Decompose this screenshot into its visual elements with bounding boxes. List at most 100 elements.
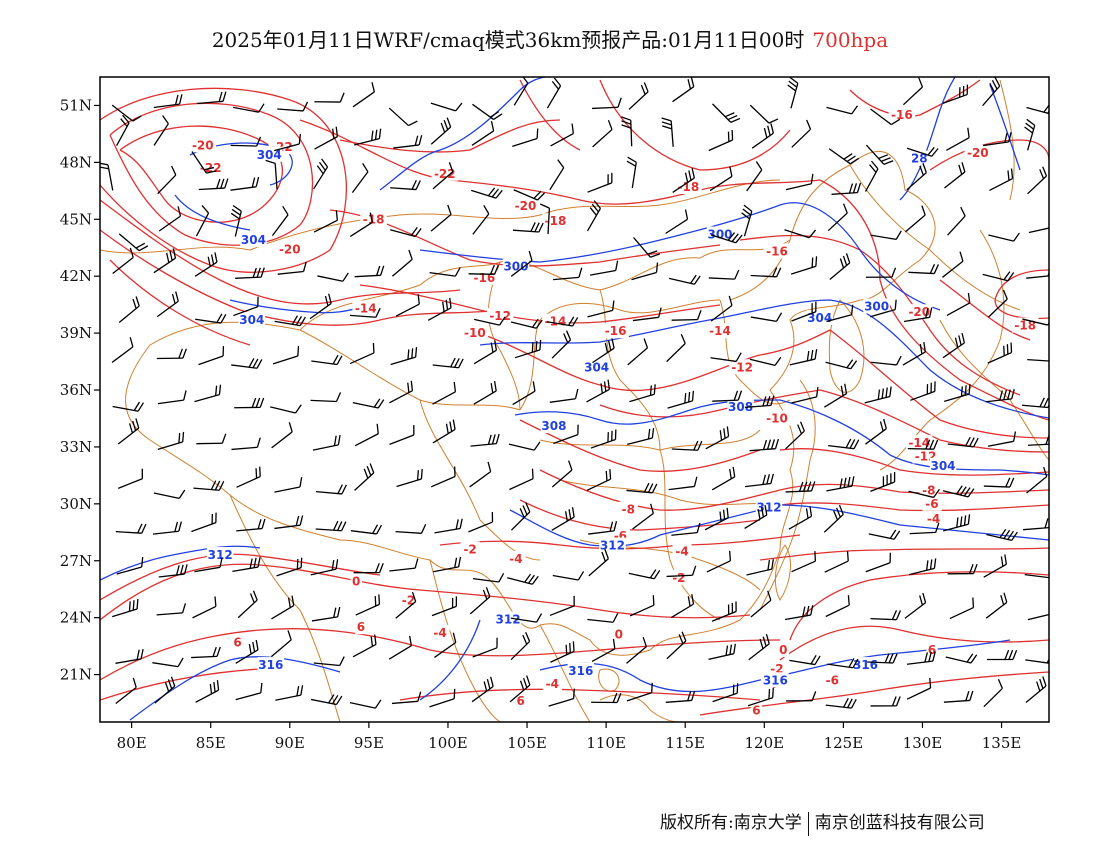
wind-barb bbox=[509, 675, 531, 703]
wind-barb bbox=[551, 507, 575, 531]
wind-barb bbox=[116, 114, 130, 146]
temperature-contour bbox=[779, 483, 1049, 494]
temperature-label-bg bbox=[822, 672, 842, 688]
wind-barb bbox=[111, 104, 142, 122]
height-contour bbox=[100, 545, 261, 581]
wind-barb bbox=[825, 359, 858, 370]
wind-barb bbox=[870, 471, 896, 492]
wind-barb bbox=[551, 330, 572, 359]
wind-barb bbox=[473, 340, 498, 365]
temperature-contour bbox=[779, 502, 1049, 512]
wind-barb bbox=[1025, 676, 1047, 704]
wind-barb bbox=[274, 477, 303, 493]
wind-barb bbox=[395, 591, 417, 619]
temperature-label: -4 bbox=[546, 677, 559, 691]
wind-barb bbox=[314, 126, 339, 150]
wind-barb bbox=[115, 523, 147, 534]
wind-barb bbox=[553, 267, 583, 281]
wind-barb bbox=[154, 676, 176, 704]
wind-barb bbox=[312, 434, 341, 451]
wind-barb bbox=[277, 261, 307, 275]
temperature-label-bg bbox=[542, 313, 569, 329]
temperature-label: -16 bbox=[474, 271, 496, 285]
wind-barb bbox=[468, 512, 494, 533]
wind-barb bbox=[472, 204, 490, 235]
wind-barb bbox=[943, 690, 974, 703]
lat-tick-label: 33N bbox=[60, 438, 92, 456]
wind-barb bbox=[550, 641, 575, 663]
temperature-label: -2 bbox=[672, 571, 685, 585]
wind-barb bbox=[590, 429, 617, 449]
wind-barb bbox=[671, 440, 703, 451]
wind-barb bbox=[867, 653, 898, 664]
wind-barb bbox=[666, 565, 697, 578]
wind-barb bbox=[748, 634, 770, 661]
wind-barb bbox=[513, 189, 546, 201]
wind-barb bbox=[352, 82, 375, 108]
temperature-label-bg bbox=[430, 624, 450, 640]
height-contour bbox=[779, 399, 1049, 476]
wind-barb bbox=[750, 590, 772, 618]
wind-barb bbox=[112, 247, 134, 274]
wind-barb bbox=[156, 603, 187, 616]
wind-barb bbox=[354, 423, 379, 447]
wind-barb bbox=[828, 438, 860, 450]
wind-barb bbox=[153, 115, 169, 146]
wind-barb bbox=[749, 104, 779, 124]
height-label-bg bbox=[206, 547, 234, 563]
wind-barb bbox=[983, 477, 1015, 488]
wind-barb bbox=[277, 101, 309, 112]
wind-barb bbox=[868, 529, 901, 540]
wind-barb bbox=[427, 297, 452, 321]
wind-barb bbox=[513, 77, 529, 106]
province-line bbox=[599, 289, 661, 451]
wind-barb bbox=[710, 352, 742, 363]
wind-barb bbox=[349, 212, 373, 237]
height-label: 300 bbox=[707, 227, 732, 241]
temperature-label: 6 bbox=[928, 643, 936, 657]
height-label: 316 bbox=[763, 673, 788, 687]
wind-barb bbox=[469, 461, 492, 488]
wind-barb bbox=[230, 204, 242, 237]
temperature-label-bg bbox=[355, 619, 367, 635]
wind-barb bbox=[823, 504, 844, 533]
wind-barb bbox=[826, 105, 859, 115]
wind-barb bbox=[235, 267, 265, 279]
wind-barb bbox=[271, 422, 293, 449]
wind-barb bbox=[632, 503, 654, 530]
temperature-label: -20 bbox=[515, 199, 537, 213]
province-line bbox=[299, 329, 521, 411]
wind-barb bbox=[349, 342, 375, 365]
wind-barb bbox=[315, 484, 347, 495]
height-label-bg bbox=[762, 672, 789, 688]
height-contour bbox=[899, 77, 956, 201]
wind-barb bbox=[271, 205, 289, 237]
temperature-contour bbox=[100, 87, 347, 273]
wind-barb bbox=[749, 356, 782, 367]
temperature-contour bbox=[739, 234, 1021, 396]
wind-barb bbox=[709, 166, 733, 192]
wind-barb bbox=[352, 398, 385, 409]
wind-barb bbox=[553, 424, 579, 445]
temperature-label: -16 bbox=[766, 245, 788, 259]
temperature-label: -20 bbox=[908, 305, 930, 319]
height-label-bg bbox=[567, 662, 595, 678]
temperature-label-bg bbox=[461, 325, 489, 341]
temperature-label: -4 bbox=[433, 626, 446, 640]
wind-barb bbox=[391, 691, 422, 705]
wind-barb bbox=[949, 597, 975, 620]
china-outline bbox=[125, 150, 936, 656]
neighbor-border bbox=[939, 319, 1049, 461]
wind-barb bbox=[710, 232, 743, 244]
wind-barb bbox=[232, 557, 261, 573]
wind-barb bbox=[708, 269, 740, 280]
wind-barb bbox=[157, 165, 177, 195]
temperature-label-bg bbox=[706, 323, 734, 339]
wind-barb bbox=[825, 595, 850, 618]
wind-barb bbox=[704, 507, 729, 531]
wind-barb bbox=[666, 334, 686, 363]
wind-barb bbox=[628, 82, 649, 110]
wind-barb bbox=[710, 295, 733, 322]
temperature-label-bg bbox=[613, 626, 625, 642]
